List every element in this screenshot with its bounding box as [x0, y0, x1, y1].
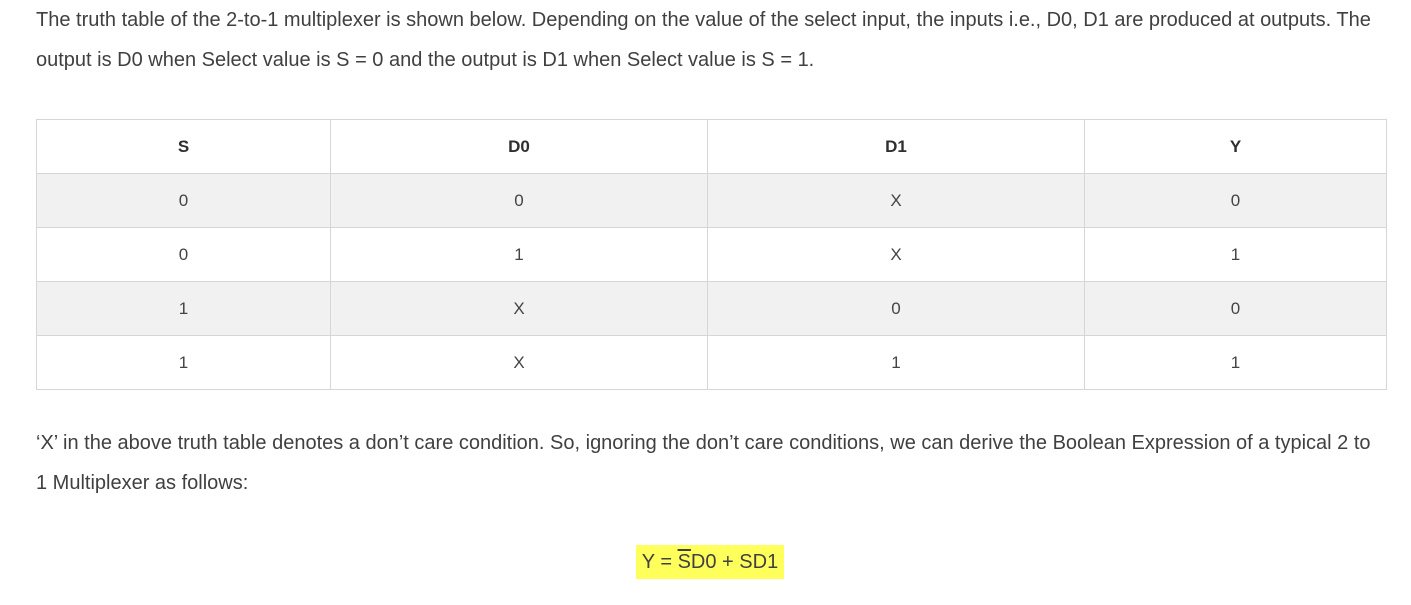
intro-paragraph: The truth table of the 2-to-1 multiplexe…	[36, 9, 1371, 71]
header-s: S	[36, 119, 331, 174]
header-d0: D0	[330, 119, 708, 174]
truth-table: S D0 D1 Y 0 0 X 0 0 1 X 1 1 X 0	[36, 119, 1387, 390]
equation-prefix: Y =	[641, 551, 678, 573]
table-row: 0 1 X 1	[36, 227, 1387, 282]
table-cell: 0	[707, 281, 1085, 336]
table-cell: 0	[1084, 281, 1387, 336]
table-row: 1 X 1 1	[36, 335, 1387, 390]
table-cell: 0	[1084, 173, 1387, 228]
table-cell: 0	[330, 173, 708, 228]
table-cell: X	[330, 335, 708, 390]
table-cell: X	[707, 173, 1085, 228]
header-y: Y	[1084, 119, 1387, 174]
table-cell: 1	[36, 281, 331, 336]
table-cell: 0	[36, 227, 331, 282]
table-header-row: S D0 D1 Y	[36, 119, 1387, 174]
table-cell: 1	[330, 227, 708, 282]
table-cell: 1	[1084, 227, 1387, 282]
table-cell: X	[330, 281, 708, 336]
equation-container: Y = SD0 + SD1	[0, 545, 1411, 579]
table-cell: 1	[707, 335, 1085, 390]
table-cell: 0	[36, 173, 331, 228]
boolean-equation: Y = SD0 + SD1	[635, 545, 785, 579]
equation-rest: D0 + SD1	[690, 551, 779, 573]
table-cell: X	[707, 227, 1085, 282]
table-cell: 1	[1084, 335, 1387, 390]
equation-negated-select: S	[677, 551, 691, 573]
table-cell: 1	[36, 335, 331, 390]
table-row: 1 X 0 0	[36, 281, 1387, 336]
table-row: 0 0 X 0	[36, 173, 1387, 228]
note-paragraph: ‘X’ in the above truth table denotes a d…	[36, 432, 1371, 494]
header-d1: D1	[707, 119, 1085, 174]
